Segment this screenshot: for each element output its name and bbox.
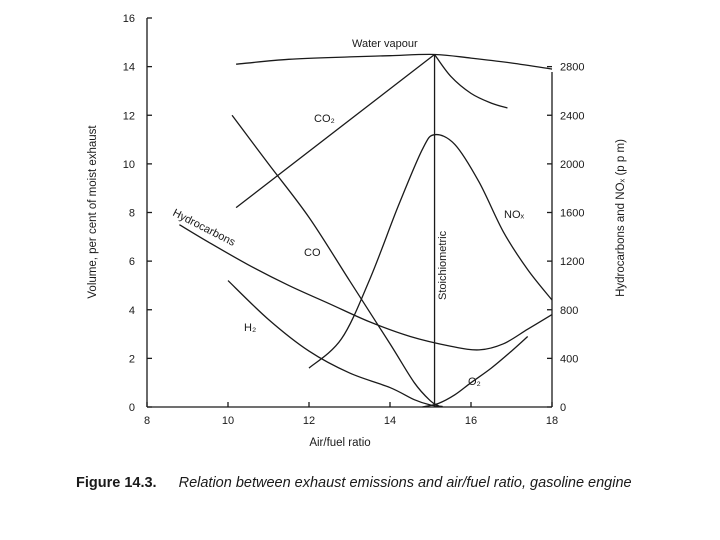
water-vapour-label: Water vapour [352,38,418,50]
co2-label: CO₂ [314,113,335,125]
hydrocarbons-label: Hydrocarbons [171,207,238,249]
y-left-tick-label: 14 [123,62,135,74]
co-line [236,54,434,207]
o2-label: O₂ [468,376,481,388]
y-right-tick-label: 800 [560,305,578,317]
h2-label: H₂ [244,322,256,334]
water-vapour-line [435,54,508,107]
nox-label: NOₓ [504,209,525,221]
caption-text: Relation between exhaust emissions and a… [179,475,632,491]
y-right-axis-label: Hydrocarbons and NOₓ (p p m) [615,139,627,297]
co-line [232,115,439,406]
y-right-tick-label: 1200 [560,256,584,268]
stoichiometric-label: Stoichiometric [437,230,449,300]
y-left-tick-label: 10 [123,159,135,171]
y-left-tick-label: 2 [129,353,135,365]
water-vapour-line [236,54,552,69]
x-tick-label: 12 [303,415,315,427]
x-tick-label: 16 [465,415,477,427]
y-left-axis-label: Volume, per cent of moist exhaust [87,125,99,299]
y-left-tick-label: 6 [129,256,135,268]
co-label: CO [304,247,321,259]
y-left-tick-label: 8 [129,208,135,220]
y-left-tick-label: 16 [123,13,135,25]
x-tick-label: 8 [144,415,150,427]
no-line [309,135,552,369]
h-line [228,281,443,407]
y-right-tick-label: 1600 [560,208,584,220]
figure-caption: Figure 14.3. Relation between exhaust emi… [76,474,676,492]
x-tick-label: 18 [546,415,558,427]
series-lines [179,54,552,407]
x-tick-label: 10 [222,415,234,427]
o-line [422,336,527,407]
emissions-chart: 8 10 12 14 16 1802468101214160400800120016002… [0,0,720,470]
y-right-tick-label: 2400 [560,110,584,122]
x-axis-label: Air/fuel ratio [309,437,370,449]
y-right-tick-label: 400 [560,353,578,365]
y-left-tick-label: 12 [123,110,135,122]
figure-number: Figure 14.3. [76,475,157,491]
y-right-tick-label: 0 [560,402,566,414]
y-right-tick-label: 2000 [560,159,584,171]
y-left-tick-label: 4 [129,305,135,317]
y-right-tick-label: 2800 [560,62,584,74]
y-left-tick-label: 0 [129,402,135,414]
x-tick-label: 14 [384,415,396,427]
